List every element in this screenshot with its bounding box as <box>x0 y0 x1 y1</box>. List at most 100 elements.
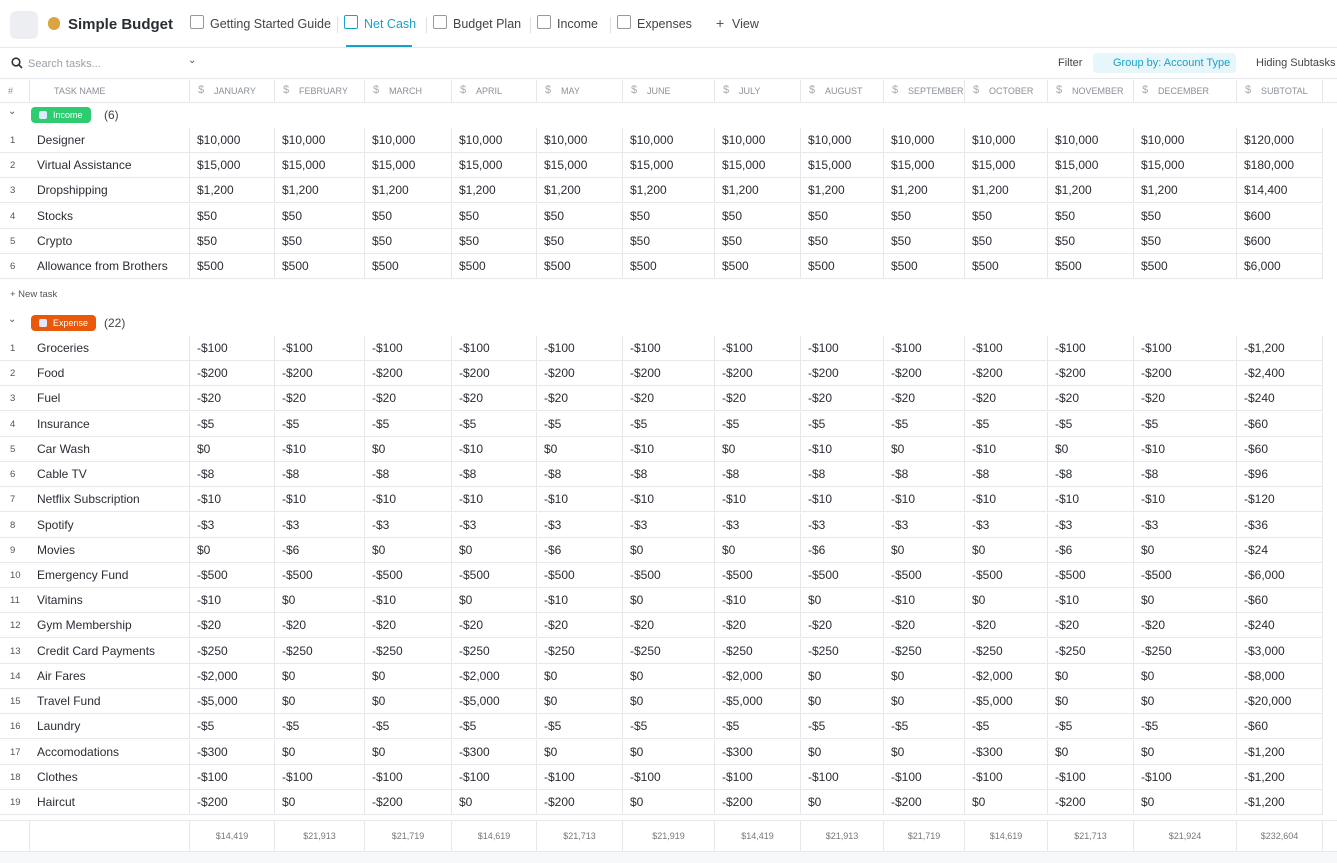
value-cell: $50 <box>537 203 623 229</box>
list-title[interactable]: Simple Budget <box>68 16 174 33</box>
task-name[interactable]: Stocks <box>30 203 190 229</box>
column-header[interactable]: JULY <box>715 80 801 102</box>
task-name[interactable]: Emergency Fund <box>30 562 190 588</box>
value-cell: -$100 <box>715 764 801 790</box>
value-cell: -$250 <box>884 638 965 664</box>
task-name[interactable]: Groceries <box>30 336 190 361</box>
search-dropdown[interactable]: ⌄ <box>188 55 197 66</box>
value-cell: $50 <box>965 203 1048 229</box>
group-pill[interactable]: Expense <box>31 315 97 331</box>
task-name[interactable]: Dropshipping <box>30 178 190 204</box>
task-name[interactable]: Haircut <box>30 789 190 815</box>
task-name[interactable]: Allowance from Brothers <box>30 254 190 279</box>
column-header[interactable]: DECEMBER <box>1134 80 1237 102</box>
view-tab[interactable]: Net Cash <box>364 17 417 31</box>
value-cell: $500 <box>1048 254 1134 279</box>
value-cell: -$100 <box>365 336 452 361</box>
column-total: $21,919 <box>623 821 715 851</box>
task-name[interactable]: Car Wash <box>30 436 190 462</box>
subtasks-button[interactable]: Hiding Subtasks <box>1256 57 1336 69</box>
column-header[interactable]: JANUARY <box>190 80 275 102</box>
value-cell: $15,000 <box>884 153 965 179</box>
value-cell: $500 <box>1134 254 1237 279</box>
column-header[interactable]: OCTOBER <box>965 80 1048 102</box>
value-cell: $180,000 <box>1237 153 1323 179</box>
task-name[interactable]: Travel Fund <box>30 689 190 715</box>
value-cell: -$250 <box>801 638 884 664</box>
task-name[interactable]: Virtual Assistance <box>30 153 190 179</box>
view-tab[interactable]: Getting Started Guide <box>210 17 331 31</box>
value-cell: $0 <box>452 588 537 614</box>
new-task-button[interactable]: + New task <box>10 289 58 300</box>
column-header[interactable]: MAY <box>537 80 623 102</box>
add-view[interactable]: View <box>732 17 759 31</box>
value-cell: $50 <box>190 203 275 229</box>
task-name[interactable]: Cable TV <box>30 462 190 488</box>
column-header[interactable]: NOVEMBER <box>1048 80 1134 102</box>
value-cell: -$20 <box>884 613 965 639</box>
collapse-caret[interactable]: ⌄ <box>8 106 17 117</box>
view-tab[interactable]: Income <box>557 17 598 31</box>
currency-icon: $ <box>198 84 205 96</box>
value-cell: $50 <box>452 228 537 254</box>
task-name[interactable]: Vitamins <box>30 588 190 614</box>
task-name[interactable]: Insurance <box>30 411 190 437</box>
space-icon[interactable] <box>10 11 38 39</box>
value-cell: $500 <box>537 254 623 279</box>
search-icon <box>11 57 23 69</box>
value-cell: $0 <box>623 537 715 563</box>
value-cell: -$500 <box>190 562 275 588</box>
column-header[interactable]: MARCH <box>365 80 452 102</box>
view-tab[interactable]: Budget Plan <box>453 17 522 31</box>
task-name[interactable]: Air Fares <box>30 663 190 689</box>
task-name[interactable]: Designer <box>30 128 190 153</box>
task-name[interactable]: Food <box>30 361 190 387</box>
row-number: 6 <box>0 254 30 279</box>
column-header[interactable]: SUBTOTAL <box>1237 80 1323 102</box>
tab-icon <box>617 15 631 29</box>
value-cell: $0 <box>537 689 623 715</box>
value-cell: -$10 <box>190 487 275 513</box>
value-cell: -$100 <box>1048 764 1134 790</box>
value-cell: $50 <box>801 203 884 229</box>
task-name[interactable]: Accomodations <box>30 739 190 765</box>
search-input[interactable]: Search tasks... <box>28 58 101 70</box>
task-name[interactable]: Crypto <box>30 228 190 254</box>
task-name[interactable]: Credit Card Payments <box>30 638 190 664</box>
value-cell: $15,000 <box>1048 153 1134 179</box>
column-header[interactable]: FEBRUARY <box>275 80 365 102</box>
column-header[interactable]: AUGUST <box>801 80 884 102</box>
value-cell: -$500 <box>1048 562 1134 588</box>
value-cell: -$10 <box>623 487 715 513</box>
group-by-button[interactable]: Group by: Account Type <box>1093 53 1237 73</box>
task-name[interactable]: Fuel <box>30 386 190 412</box>
task-name[interactable]: Gym Membership <box>30 613 190 639</box>
collapse-caret[interactable]: ⌄ <box>8 314 17 325</box>
value-cell: -$20 <box>801 613 884 639</box>
value-cell: -$20 <box>275 386 365 412</box>
value-cell: -$8 <box>801 462 884 488</box>
value-cell: -$240 <box>1237 386 1323 412</box>
task-name[interactable]: Netflix Subscription <box>30 487 190 513</box>
task-name[interactable]: Clothes <box>30 764 190 790</box>
value-cell: -$250 <box>190 638 275 664</box>
view-tab[interactable]: Expenses <box>637 17 692 31</box>
value-cell: -$10 <box>623 436 715 462</box>
value-cell: -$200 <box>452 361 537 387</box>
column-header[interactable]: JUNE <box>623 80 715 102</box>
value-cell: $0 <box>623 689 715 715</box>
value-cell: -$10 <box>884 588 965 614</box>
row-number: 17 <box>0 740 30 765</box>
column-header[interactable]: APRIL <box>452 80 537 102</box>
value-cell: $500 <box>715 254 801 279</box>
value-cell: $500 <box>365 254 452 279</box>
value-cell: $1,200 <box>884 178 965 204</box>
task-name[interactable]: Spotify <box>30 512 190 538</box>
task-name[interactable]: Laundry <box>30 714 190 740</box>
value-cell: -$5 <box>190 411 275 437</box>
column-header[interactable]: SEPTEMBER <box>884 80 965 102</box>
filter-button[interactable]: Filter <box>1058 57 1083 69</box>
task-name[interactable]: Movies <box>30 537 190 563</box>
value-cell: -$5 <box>365 714 452 740</box>
value-cell: -$100 <box>190 764 275 790</box>
